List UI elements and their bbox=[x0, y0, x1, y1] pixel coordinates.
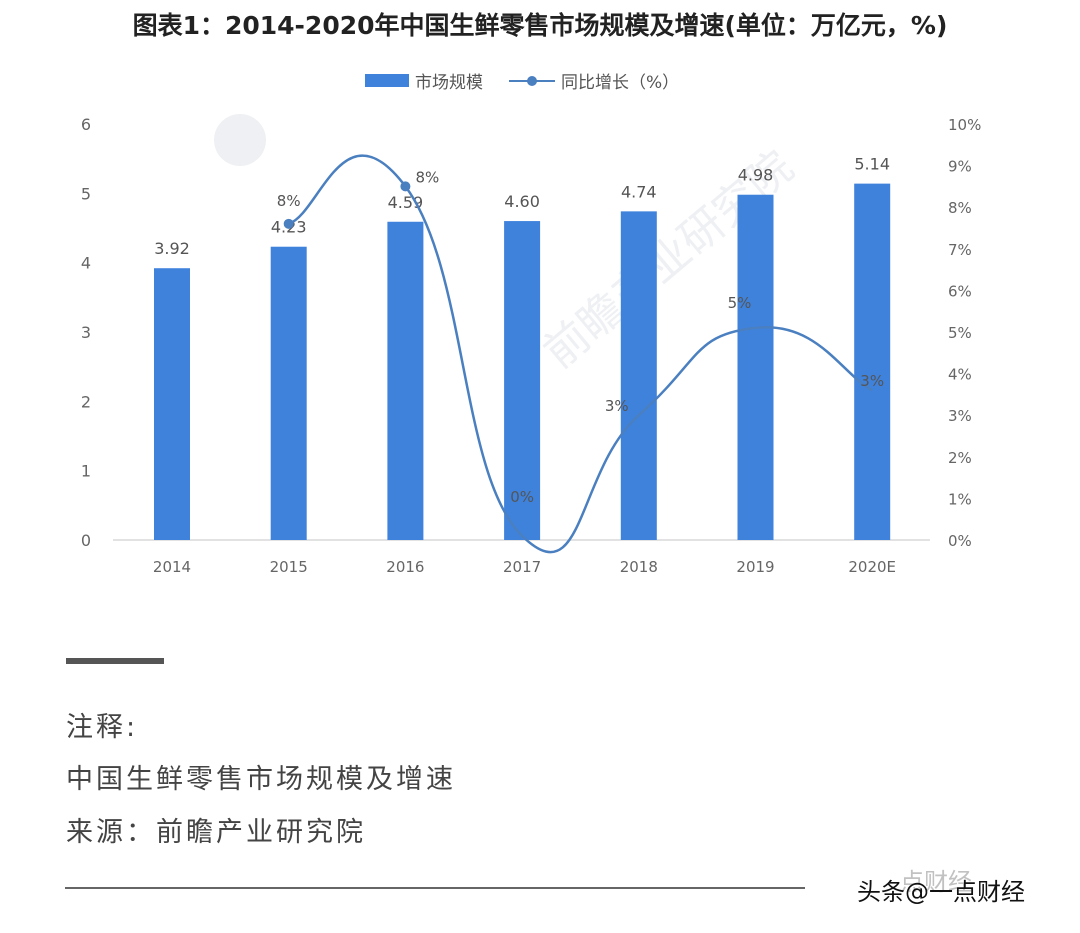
left-axis: 0 1 2 3 4 5 6 bbox=[81, 115, 91, 550]
line-value-label: 3% bbox=[860, 372, 884, 390]
right-axis-tick: 9% bbox=[948, 158, 972, 176]
bar-series bbox=[154, 183, 891, 541]
bar-value-label: 4.74 bbox=[621, 182, 657, 201]
x-axis-tick: 2015 bbox=[270, 558, 308, 576]
footer-attribution: 头条@一点财经 bbox=[857, 878, 1025, 906]
legend-line-label: 同比增长（%） bbox=[561, 73, 680, 93]
bar-legend-swatch-icon bbox=[365, 74, 409, 87]
left-axis-tick: 2 bbox=[81, 392, 91, 411]
chart-title: 图表1：2014-2020年中国生鲜零售市场规模及增速(单位：万亿元，%) bbox=[132, 11, 948, 40]
footer-ghost-watermark: 点财经 bbox=[900, 868, 972, 896]
bar bbox=[620, 211, 657, 541]
bar-value-label: 3.92 bbox=[154, 239, 190, 258]
chart-legend: 市场规模 同比增长（%） bbox=[365, 68, 679, 93]
line-value-label: 5% bbox=[728, 294, 752, 312]
right-axis-tick: 8% bbox=[948, 199, 972, 217]
bar bbox=[854, 183, 891, 541]
bar-value-label: 4.98 bbox=[738, 166, 774, 185]
bar bbox=[270, 246, 307, 540]
right-axis-tick: 2% bbox=[948, 449, 972, 467]
bar bbox=[387, 221, 424, 540]
left-axis-tick: 4 bbox=[81, 254, 91, 273]
x-axis-tick: 2018 bbox=[620, 558, 658, 576]
growth-line bbox=[288, 154, 873, 554]
bar-value-label: 5.14 bbox=[854, 155, 890, 174]
note-heading: 注释: bbox=[66, 712, 139, 743]
left-axis-tick: 1 bbox=[81, 462, 91, 481]
bar bbox=[504, 221, 541, 541]
right-axis: 0% 1% 2% 3% 4% 5% 6% 7% 8% 9% 10% bbox=[948, 116, 981, 550]
line-value-label: 8% bbox=[416, 168, 440, 186]
bar-value-label: 4.60 bbox=[504, 192, 540, 211]
left-axis-tick: 0 bbox=[81, 531, 91, 550]
line-markers bbox=[283, 181, 411, 229]
bar-data-labels: 3.924.234.594.604.744.985.14 bbox=[154, 155, 890, 259]
right-axis-tick: 0% bbox=[948, 532, 972, 550]
x-axis-tick: 2019 bbox=[736, 558, 774, 576]
x-axis-tick: 2014 bbox=[153, 558, 191, 576]
right-axis-tick: 3% bbox=[948, 407, 972, 425]
line-data-labels: 8% 8% 0% 3% 5% 3% bbox=[277, 168, 884, 505]
bar bbox=[737, 194, 774, 540]
right-axis-tick: 10% bbox=[948, 116, 981, 134]
x-axis-tick: 2017 bbox=[503, 558, 541, 576]
bar bbox=[154, 268, 190, 540]
right-axis-tick: 5% bbox=[948, 324, 972, 342]
left-axis-tick: 3 bbox=[81, 323, 91, 342]
right-axis-tick: 1% bbox=[948, 490, 972, 508]
line-marker bbox=[400, 181, 411, 192]
legend-bar-label: 市场规模 bbox=[415, 73, 483, 93]
right-axis-tick: 6% bbox=[948, 282, 972, 300]
x-axis-tick: 2020E bbox=[848, 558, 896, 576]
note-source: 来源：前瞻产业研究院 bbox=[66, 817, 366, 848]
right-axis-tick: 7% bbox=[948, 241, 972, 259]
bottom-divider bbox=[65, 887, 805, 889]
x-axis-tick: 2016 bbox=[386, 558, 424, 576]
right-axis-tick: 4% bbox=[948, 366, 972, 384]
line-value-label: 3% bbox=[605, 397, 629, 415]
line-value-label: 0% bbox=[510, 488, 534, 506]
left-axis-tick: 5 bbox=[81, 184, 91, 203]
left-axis-tick: 6 bbox=[81, 115, 91, 134]
line-marker bbox=[283, 218, 294, 229]
x-axis-labels: 2014 2015 2016 2017 2018 2019 2020E bbox=[153, 558, 896, 576]
line-legend-swatch-icon bbox=[509, 75, 555, 87]
note-description: 中国生鲜零售市场规模及增速 bbox=[66, 764, 456, 795]
note-accent-rule bbox=[66, 658, 164, 664]
line-value-label: 8% bbox=[277, 192, 301, 210]
